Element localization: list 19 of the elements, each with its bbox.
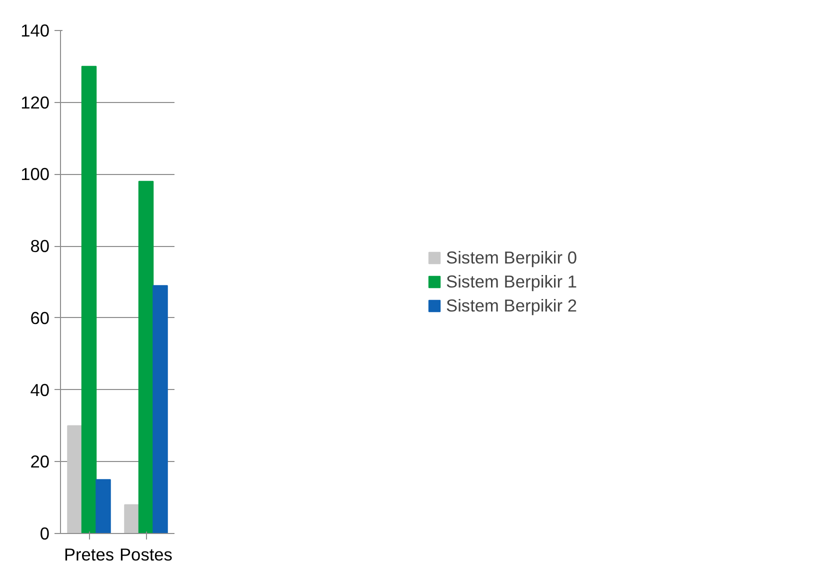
bar: [96, 479, 111, 534]
y-tick-label: 20: [30, 452, 50, 472]
bar: [81, 66, 97, 534]
bar: [124, 504, 140, 534]
y-tick-label: 0: [40, 524, 50, 544]
bar: [67, 425, 82, 534]
x-tick-label: Pretes: [64, 544, 114, 564]
y-tick-label: 60: [30, 308, 50, 328]
legend-label: Sistem Berpikir 1: [446, 271, 577, 292]
y-tick-label: 120: [20, 92, 50, 112]
bar: [138, 180, 154, 534]
legend-label: Sistem Berpikir 2: [446, 295, 577, 316]
y-tick-label: 40: [30, 380, 50, 400]
y-tick-label: 140: [20, 20, 50, 40]
y-tick-label: 100: [20, 164, 50, 184]
y-tick-label: 80: [30, 236, 50, 256]
bar: [152, 285, 168, 534]
x-tick-label: Postes: [120, 544, 173, 564]
legend-label: Sistem Berpikir 0: [446, 247, 577, 268]
